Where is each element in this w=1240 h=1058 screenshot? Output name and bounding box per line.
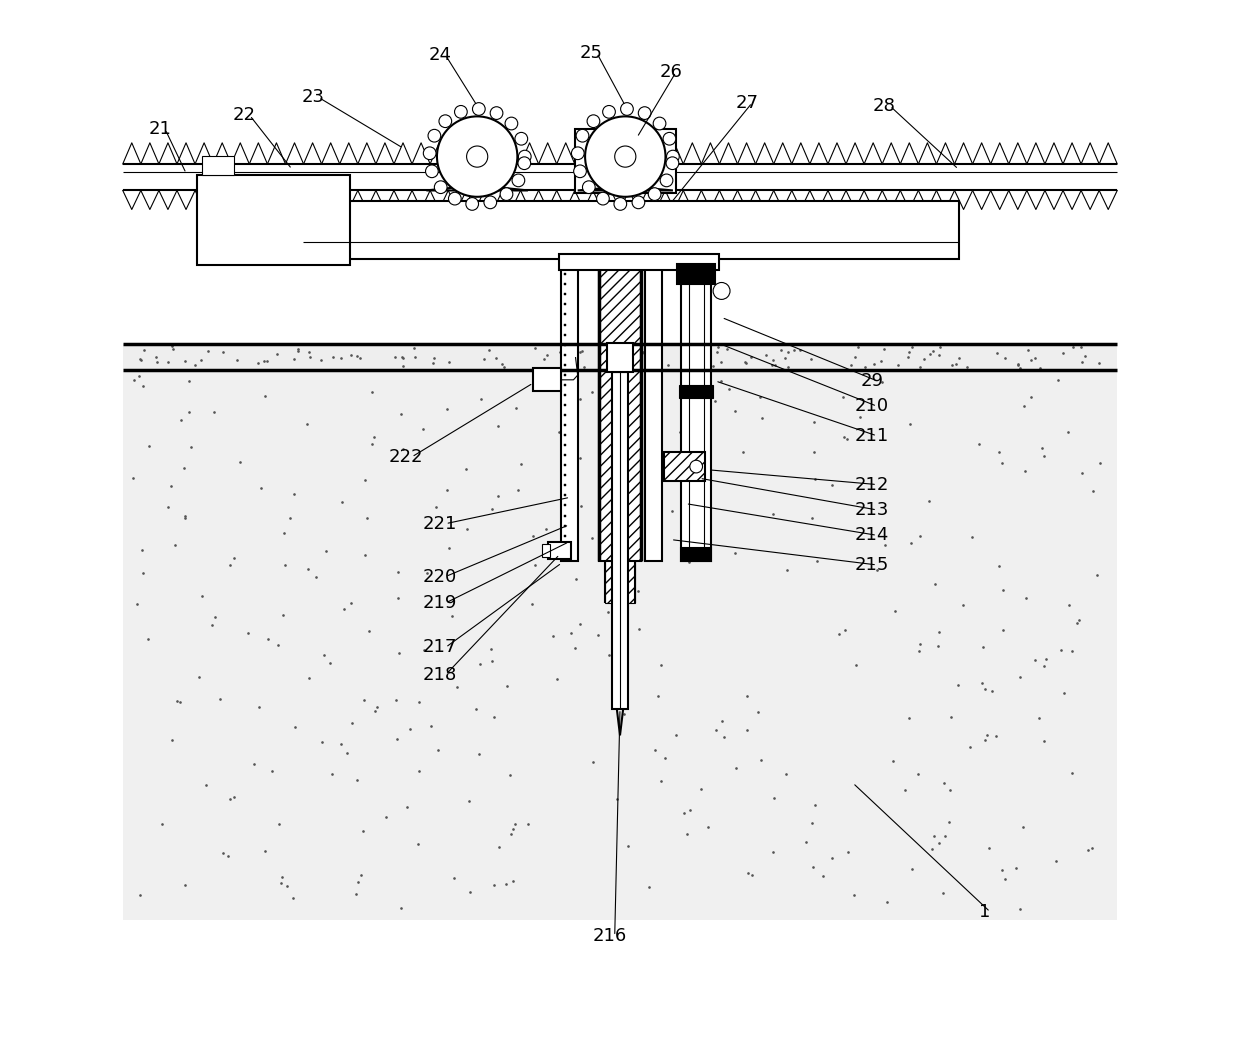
Circle shape (632, 196, 645, 208)
Circle shape (484, 196, 497, 208)
Circle shape (425, 165, 438, 178)
Text: 221: 221 (423, 514, 458, 533)
Circle shape (713, 282, 730, 299)
Circle shape (439, 115, 451, 128)
Text: 29: 29 (861, 371, 883, 390)
Bar (123, 370, 1117, 920)
Circle shape (663, 132, 676, 145)
Bar (605, 561, 635, 603)
Circle shape (596, 193, 609, 205)
Text: 215: 215 (854, 555, 889, 574)
Bar (681, 548, 711, 561)
Text: 216: 216 (593, 927, 626, 946)
Circle shape (428, 129, 440, 142)
Circle shape (512, 175, 525, 187)
Bar (599, 259, 641, 561)
Bar (611, 372, 629, 709)
Circle shape (689, 460, 703, 473)
Circle shape (649, 187, 661, 200)
Circle shape (466, 146, 487, 167)
Bar (548, 542, 572, 559)
Circle shape (620, 103, 634, 115)
Text: 27: 27 (735, 93, 759, 112)
Text: 219: 219 (423, 594, 458, 613)
Circle shape (505, 117, 518, 130)
Circle shape (466, 198, 479, 211)
Bar (559, 254, 719, 270)
Circle shape (587, 115, 600, 128)
Polygon shape (427, 185, 528, 190)
Circle shape (500, 187, 513, 200)
Text: 220: 220 (423, 567, 458, 586)
Text: 24: 24 (429, 45, 451, 65)
Circle shape (639, 107, 651, 120)
Bar (681, 264, 711, 561)
Circle shape (518, 157, 531, 169)
Circle shape (615, 146, 636, 167)
Bar (645, 264, 662, 561)
Text: 217: 217 (423, 638, 458, 657)
Bar (303, 201, 959, 259)
Circle shape (515, 132, 528, 145)
Circle shape (653, 117, 666, 130)
Bar (677, 264, 715, 284)
Circle shape (423, 147, 436, 160)
Circle shape (603, 106, 615, 118)
Text: 213: 213 (854, 500, 889, 519)
Text: 22: 22 (233, 106, 255, 125)
Bar (665, 452, 704, 481)
Circle shape (666, 157, 678, 169)
Text: 23: 23 (301, 88, 325, 107)
Text: 25: 25 (580, 43, 603, 62)
Circle shape (585, 116, 666, 197)
Bar (542, 544, 551, 557)
Circle shape (574, 165, 587, 178)
Text: 218: 218 (423, 665, 458, 685)
Bar (574, 129, 676, 193)
Polygon shape (578, 186, 673, 190)
Circle shape (614, 198, 626, 211)
Text: 212: 212 (854, 475, 889, 494)
Circle shape (518, 150, 531, 163)
Bar (608, 343, 632, 372)
Circle shape (660, 175, 673, 187)
Bar (560, 259, 578, 561)
Circle shape (490, 107, 503, 120)
Text: 210: 210 (854, 397, 889, 416)
Text: 21: 21 (149, 120, 171, 139)
Bar (123, 344, 1117, 370)
Bar (197, 175, 350, 264)
Text: 211: 211 (854, 426, 889, 445)
Text: 28: 28 (873, 96, 897, 115)
Circle shape (449, 193, 461, 205)
Text: 26: 26 (660, 62, 682, 81)
Circle shape (436, 116, 517, 197)
Bar (202, 156, 234, 175)
Text: 1: 1 (980, 902, 991, 922)
Circle shape (455, 106, 467, 118)
Text: 214: 214 (854, 526, 889, 545)
Circle shape (434, 181, 448, 194)
Bar (533, 368, 560, 391)
Circle shape (572, 147, 584, 160)
Circle shape (577, 129, 589, 142)
Circle shape (583, 181, 595, 194)
Bar (680, 385, 713, 398)
Text: 222: 222 (389, 448, 424, 467)
Circle shape (667, 150, 680, 163)
Circle shape (472, 103, 485, 115)
